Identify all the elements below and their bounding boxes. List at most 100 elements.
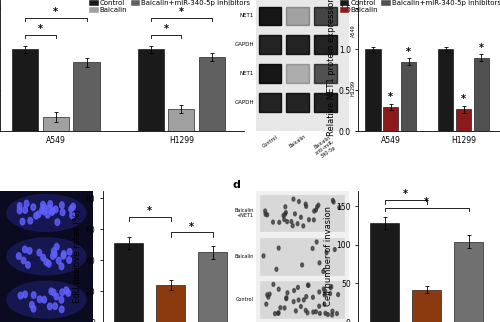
Bar: [260, 194, 344, 231]
Legend: Control, Baicalin, Baicalin+miR-340-5p inhibitors: Control, Baicalin, Baicalin+miR-340-5p i…: [86, 0, 253, 16]
Circle shape: [266, 213, 268, 217]
Circle shape: [314, 310, 318, 314]
Circle shape: [285, 296, 288, 300]
Circle shape: [294, 309, 297, 313]
Bar: [454, 242, 483, 322]
Bar: [286, 64, 308, 83]
Circle shape: [16, 253, 21, 259]
Y-axis label: Relative NET1 protein expression: Relative NET1 protein expression: [327, 0, 336, 136]
Text: Control: Control: [261, 134, 278, 148]
Circle shape: [277, 311, 280, 315]
Circle shape: [286, 220, 288, 224]
Circle shape: [307, 283, 310, 287]
Legend: Control, Baicalin, Baicalin+miR-340-5p inhibitors: Control, Baicalin, Baicalin+miR-340-5p i…: [337, 0, 500, 16]
Text: d: d: [232, 180, 240, 190]
Circle shape: [316, 240, 318, 244]
Ellipse shape: [7, 281, 86, 318]
Text: *: *: [38, 24, 43, 34]
Circle shape: [284, 213, 286, 216]
Circle shape: [42, 297, 46, 303]
Circle shape: [31, 306, 36, 312]
Circle shape: [286, 291, 289, 295]
Circle shape: [264, 212, 267, 216]
Bar: [168, 109, 194, 131]
Circle shape: [306, 283, 310, 287]
Circle shape: [64, 287, 68, 293]
Bar: [314, 35, 336, 54]
Circle shape: [59, 297, 64, 303]
Circle shape: [265, 302, 268, 306]
Circle shape: [20, 218, 25, 225]
Circle shape: [60, 209, 65, 216]
Circle shape: [36, 211, 41, 218]
Circle shape: [279, 306, 282, 310]
Y-axis label: Cell number of invasion: Cell number of invasion: [324, 206, 334, 306]
Circle shape: [302, 298, 305, 302]
Circle shape: [294, 212, 296, 216]
Circle shape: [40, 206, 44, 213]
Circle shape: [69, 206, 73, 213]
Circle shape: [298, 200, 300, 204]
Circle shape: [62, 251, 66, 257]
Circle shape: [48, 303, 52, 310]
Circle shape: [292, 224, 294, 228]
Circle shape: [304, 202, 307, 206]
Text: *: *: [54, 7, 59, 17]
Bar: [370, 223, 400, 322]
Bar: [286, 6, 308, 25]
Bar: [438, 49, 454, 131]
Circle shape: [290, 220, 293, 223]
Circle shape: [67, 257, 71, 263]
Circle shape: [266, 293, 268, 297]
Text: GAPDH: GAPDH: [234, 100, 254, 105]
Circle shape: [37, 249, 42, 256]
Text: Baicalin
anti-miR-
340-5p: Baicalin anti-miR- 340-5p: [312, 134, 340, 160]
Circle shape: [48, 201, 52, 207]
Text: *: *: [148, 206, 152, 216]
Circle shape: [70, 212, 74, 219]
Text: NET1: NET1: [240, 71, 254, 76]
Circle shape: [60, 289, 64, 296]
Circle shape: [26, 262, 30, 268]
Text: *: *: [461, 94, 466, 104]
Text: Baicalin: Baicalin: [234, 254, 254, 259]
Circle shape: [46, 212, 50, 218]
Circle shape: [267, 295, 270, 299]
Circle shape: [311, 246, 314, 251]
Circle shape: [38, 296, 42, 303]
Text: *: *: [179, 7, 184, 17]
Circle shape: [264, 209, 266, 213]
Bar: [314, 64, 336, 83]
Text: *: *: [479, 43, 484, 52]
Circle shape: [24, 200, 29, 207]
Circle shape: [18, 292, 23, 299]
Circle shape: [66, 290, 70, 296]
Text: A549: A549: [350, 24, 356, 36]
Circle shape: [60, 202, 64, 208]
Bar: [12, 49, 38, 131]
Circle shape: [278, 287, 280, 291]
Circle shape: [326, 313, 330, 317]
Circle shape: [330, 313, 334, 317]
Circle shape: [306, 311, 309, 315]
Circle shape: [314, 208, 318, 212]
Circle shape: [70, 203, 76, 210]
Circle shape: [23, 207, 28, 213]
Circle shape: [317, 203, 320, 207]
Ellipse shape: [7, 194, 86, 231]
Circle shape: [32, 292, 36, 298]
Bar: [456, 109, 471, 131]
Circle shape: [318, 311, 322, 315]
Circle shape: [316, 205, 318, 209]
Circle shape: [272, 282, 275, 286]
Bar: [383, 107, 398, 131]
Bar: [258, 64, 281, 83]
Circle shape: [42, 204, 46, 210]
Text: *: *: [424, 197, 429, 207]
Circle shape: [56, 257, 61, 264]
Circle shape: [283, 217, 286, 222]
Circle shape: [300, 305, 302, 308]
Text: Baicalin: Baicalin: [288, 134, 307, 149]
Circle shape: [285, 297, 288, 301]
Circle shape: [313, 209, 316, 213]
